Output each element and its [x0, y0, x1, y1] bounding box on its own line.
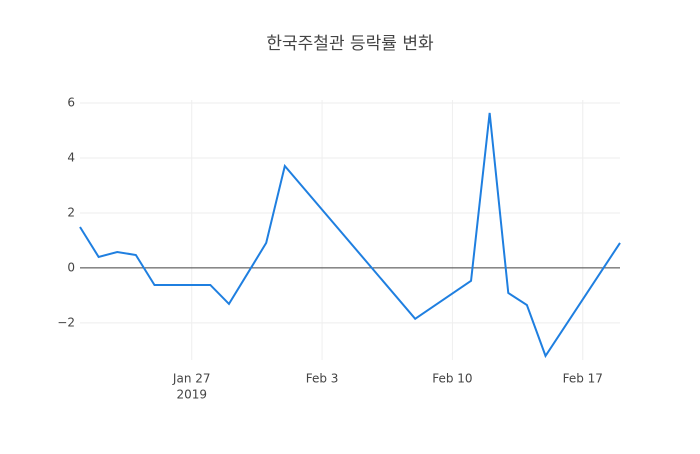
- y-tick-label: 6: [67, 96, 75, 110]
- x-tick-label: Feb 10: [432, 372, 472, 386]
- y-tick-label: 0: [67, 260, 75, 274]
- x-tick-label: Jan 27: [172, 372, 211, 386]
- y-tick-label: 2: [67, 205, 75, 219]
- data-line: [79, 112, 621, 359]
- x-tick-label: Feb 3: [306, 372, 339, 386]
- chart-title: 한국주철관 등락률 변화: [266, 34, 434, 54]
- y-tick-label: 4: [67, 150, 75, 164]
- y-tick-label: −2: [57, 315, 75, 329]
- x-tick-label: Feb 17: [563, 372, 603, 386]
- x-tick-year: 2019: [176, 388, 207, 402]
